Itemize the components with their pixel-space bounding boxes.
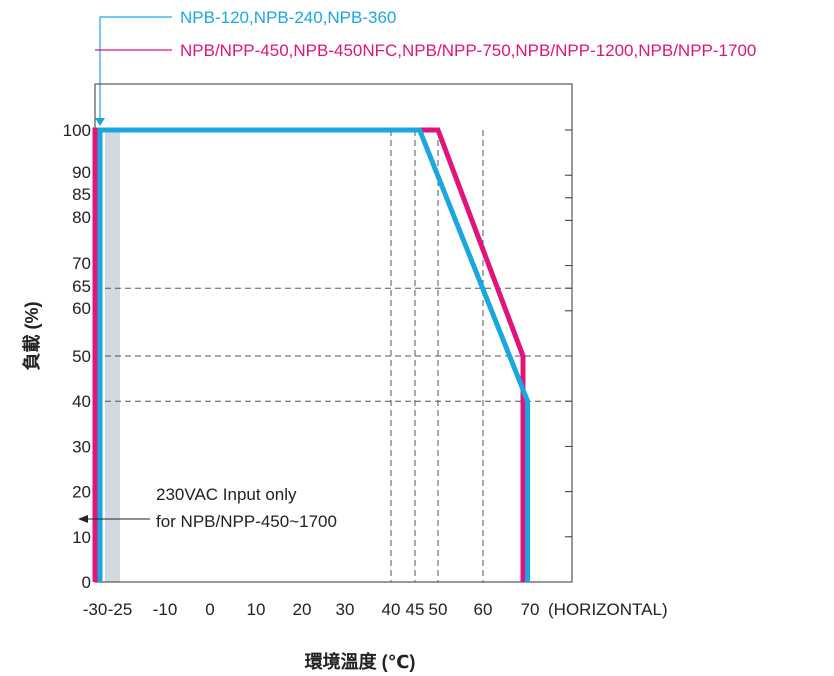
legend-arrow-icon — [95, 118, 105, 126]
annotation-text: for NPB/NPP-450~1700 — [156, 512, 337, 531]
x-tick-label: 40 — [382, 600, 401, 619]
y-tick-label: 90 — [72, 163, 91, 182]
series-line — [97, 127, 531, 582]
shaded-region — [105, 130, 120, 582]
y-tick-label: 80 — [72, 208, 91, 227]
x-tick-label: 70 — [521, 600, 540, 619]
x-tick-label: 30 — [336, 600, 355, 619]
arrow-left-icon — [78, 515, 88, 523]
y-tick-label: 0 — [82, 573, 91, 592]
x-tick-label: 50 — [429, 600, 448, 619]
y-tick-label: 85 — [72, 185, 91, 204]
y-axis-ticks: 0 10 20 30 40 50 60 65 70 80 85 90 100 — [63, 121, 91, 592]
x-axis-ticks: -30 -25 -10 0 10 20 30 40 45 50 60 70 — [83, 600, 540, 619]
x-tick-label: -10 — [153, 600, 178, 619]
x-tick-label: 0 — [205, 600, 214, 619]
x-tick-label: -30 — [83, 600, 108, 619]
x-tick-label: 60 — [474, 600, 493, 619]
x-axis-title: 環境溫度 (℃) — [305, 651, 416, 672]
x-tick-label: 10 — [247, 600, 266, 619]
y-tick-label: 40 — [72, 392, 91, 411]
x-tick-label: -25 — [108, 600, 133, 619]
legend-label: NPB/NPP-450,NPB-450NFC,NPB/NPP-750,NPB/N… — [180, 41, 756, 60]
x-tick-label: 45 — [406, 600, 425, 619]
x-tick-label: 20 — [293, 600, 312, 619]
y-tick-label: 100 — [63, 121, 91, 140]
annotation-text: 230VAC Input only — [156, 485, 297, 504]
annotation: 230VAC Input only for NPB/NPP-450~1700 — [78, 485, 337, 531]
y-tick-label: 70 — [72, 254, 91, 273]
y-tick-label: 20 — [72, 483, 91, 502]
y-tick-label: 65 — [72, 277, 91, 296]
y-tick-label: 60 — [72, 299, 91, 318]
y-tick-label: 10 — [72, 528, 91, 547]
y-tick-label: 30 — [72, 437, 91, 456]
legend-leader-line — [99, 16, 172, 118]
legend: NPB-120,NPB-240,NPB-360 NPB/NPP-450,NPB-4… — [95, 8, 756, 126]
series-line — [92, 127, 526, 582]
plot-area — [92, 83, 573, 583]
y-axis-title: 負載 (%) — [21, 302, 42, 371]
y-tick-label: 50 — [72, 347, 91, 366]
legend-label: NPB-120,NPB-240,NPB-360 — [180, 8, 396, 27]
x-axis-suffix: (HORIZONTAL) — [548, 600, 668, 619]
